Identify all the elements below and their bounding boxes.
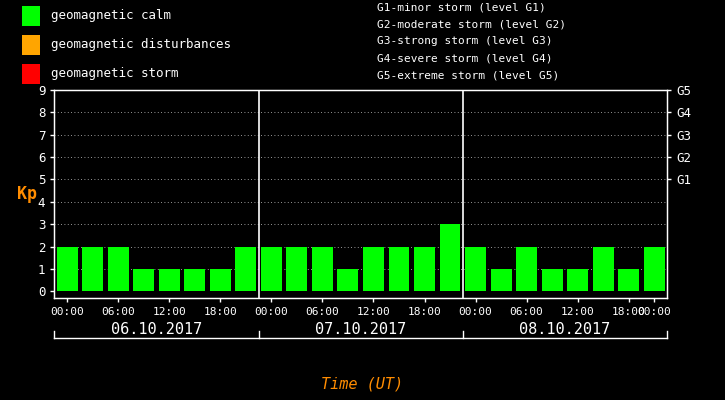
Bar <box>22 6 40 26</box>
Bar <box>644 246 665 291</box>
Bar <box>465 246 486 291</box>
Bar <box>312 246 333 291</box>
Bar <box>542 269 563 291</box>
Bar <box>337 269 358 291</box>
Bar <box>22 64 40 84</box>
Text: geomagnetic disturbances: geomagnetic disturbances <box>51 38 231 51</box>
Text: 07.10.2017: 07.10.2017 <box>315 322 406 338</box>
Bar <box>57 246 78 291</box>
Bar <box>414 246 435 291</box>
Bar <box>82 246 103 291</box>
Text: G3-strong storm (level G3): G3-strong storm (level G3) <box>377 36 552 46</box>
Bar <box>133 269 154 291</box>
Text: G1-minor storm (level G1): G1-minor storm (level G1) <box>377 2 546 12</box>
Text: geomagnetic calm: geomagnetic calm <box>51 9 171 22</box>
Text: 08.10.2017: 08.10.2017 <box>519 322 610 338</box>
Bar <box>593 246 613 291</box>
Bar <box>236 246 256 291</box>
Text: G4-severe storm (level G4): G4-severe storm (level G4) <box>377 54 552 64</box>
Bar <box>184 269 205 291</box>
Bar <box>516 246 537 291</box>
Bar <box>389 246 410 291</box>
Bar <box>261 246 282 291</box>
Bar <box>286 246 307 291</box>
Text: geomagnetic storm: geomagnetic storm <box>51 68 178 80</box>
Bar <box>108 246 128 291</box>
Bar <box>439 224 460 291</box>
Bar <box>491 269 512 291</box>
Bar <box>618 269 639 291</box>
Bar <box>159 269 180 291</box>
Text: G5-extreme storm (level G5): G5-extreme storm (level G5) <box>377 71 559 81</box>
Text: Time (UT): Time (UT) <box>321 376 404 392</box>
Y-axis label: Kp: Kp <box>17 185 37 203</box>
Text: G2-moderate storm (level G2): G2-moderate storm (level G2) <box>377 19 566 29</box>
Text: 06.10.2017: 06.10.2017 <box>111 322 202 338</box>
Bar <box>567 269 588 291</box>
Bar <box>22 35 40 54</box>
Bar <box>363 246 384 291</box>
Bar <box>210 269 231 291</box>
